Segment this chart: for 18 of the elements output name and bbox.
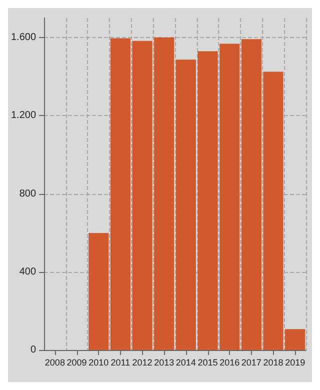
x-tick-label: 2015	[198, 358, 218, 368]
x-tick-label: 2017	[241, 358, 262, 368]
x-tick-label: 2011	[110, 358, 130, 368]
y-tick-label: 800	[19, 188, 36, 200]
x-tick-label: 2012	[132, 358, 152, 368]
x-tick-label: 2013	[154, 358, 174, 368]
x-tick-label: 2014	[176, 358, 196, 368]
y-tick-label: 1.600	[10, 32, 36, 44]
x-tick-label: 2009	[66, 358, 87, 368]
y-tick-label: 400	[19, 266, 36, 278]
x-tick-label: 2019	[285, 358, 306, 368]
x-tick-label: 2018	[263, 358, 284, 368]
x-tick-label: 2016	[220, 358, 240, 368]
y-tick-label: 1.200	[10, 110, 36, 122]
y-tick-label: 0	[30, 344, 36, 356]
x-tick-label: 2010	[88, 358, 109, 368]
bar	[88, 233, 109, 350]
x-tick-label: 2008	[44, 358, 65, 368]
